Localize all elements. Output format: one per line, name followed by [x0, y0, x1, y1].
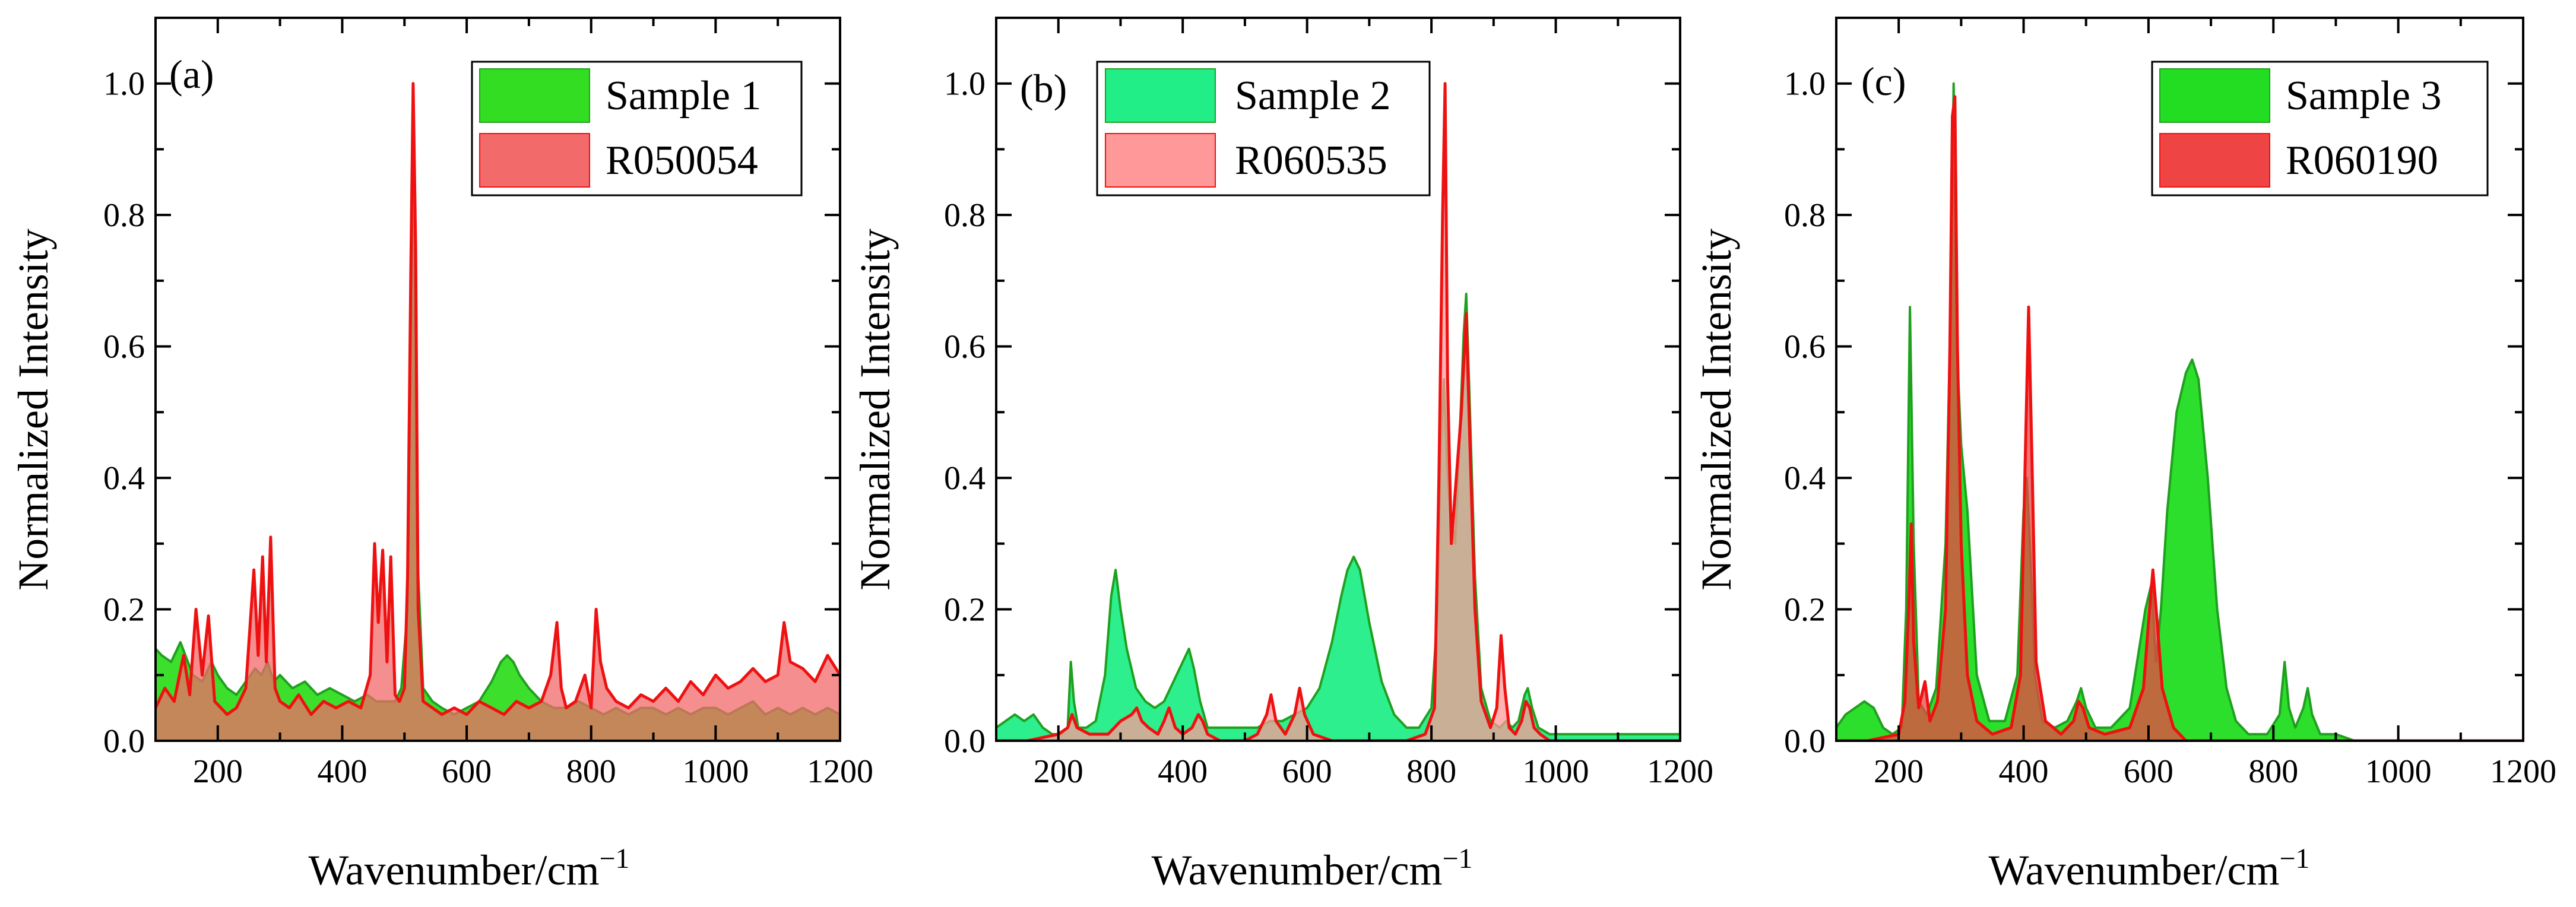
panel-b-y-tick-label: 0.6 — [944, 329, 986, 366]
panel-a-x-tick-label: 1000 — [682, 753, 749, 790]
panel-c-tag: (c) — [1861, 59, 1906, 104]
panel-a-tag: (a) — [169, 52, 214, 97]
panel-c-y-axis: 0.0 0.2 0.4 0.6 0.8 1.0 — [1784, 66, 2523, 760]
panel-c-y-tick-label: 1.0 — [1784, 66, 1826, 103]
panel-b-x-tick-label: 600 — [1282, 753, 1332, 790]
panel-b-x-tick-label: 400 — [1158, 753, 1208, 790]
panel-a-x-axis: 200 400 600 800 1000 1200 — [154, 18, 873, 790]
panel-b-x-tick-label: 1200 — [1647, 753, 1713, 790]
panel-b-legend-swatch-reference — [1105, 133, 1216, 188]
panel-a-y-tick-label: 0.6 — [103, 329, 145, 366]
panel-c-xlabel: Wavenumber/cm−1 — [1988, 843, 2309, 894]
panel-c-legend-swatch-reference — [2159, 133, 2270, 188]
panel-c-xlabel-text: Wavenumber/cm — [1988, 846, 2279, 894]
panel-c-x-tick-label: 400 — [1999, 753, 2049, 790]
panel-b-xlabel-sup: −1 — [1442, 843, 1472, 874]
panel-c-legend-label-reference: R060190 — [2286, 138, 2438, 183]
panel-a-ylabel: Normalized Intensity — [9, 229, 57, 591]
panel-b-x-tick-label: 800 — [1406, 753, 1456, 790]
panel-a-legend-label-reference: R050054 — [606, 138, 758, 183]
panel-c-series-group — [1836, 82, 2523, 741]
panel-a-y-tick-label: 0.0 — [103, 723, 145, 760]
panel-b-x-tick-label: 200 — [1034, 753, 1083, 790]
panel-b-sample-area — [996, 294, 1680, 741]
panel-b-xlabel-text: Wavenumber/cm — [1151, 846, 1442, 894]
panel-c-legend-label-sample: Sample 3 — [2286, 73, 2441, 119]
panel-b-plot-area: 200 400 600 800 1000 1200 0.0 0.2 0.4 0.6 0.8 1.0 — [944, 17, 1713, 790]
panel-a-y-tick-label: 1.0 — [103, 66, 145, 103]
panel-a-x-tick-label: 800 — [566, 753, 616, 790]
panel-a-x-tick-label: 200 — [193, 753, 243, 790]
panel-c-legend: Sample 3 R060190 — [2151, 61, 2489, 196]
panel-c-sample-area — [1836, 83, 2523, 741]
panel-c-y-tick-label: 0.2 — [1784, 592, 1826, 629]
panel-b-y-axis: 0.0 0.2 0.4 0.6 0.8 1.0 — [944, 66, 1680, 760]
panel-c-ylabel: Normalized Intensity — [1693, 229, 1740, 591]
panel-c-y-tick-label: 0.0 — [1784, 723, 1826, 760]
panel-b-y-tick-label: 0.8 — [944, 197, 986, 234]
panel-b-y-tick-label: 1.0 — [944, 66, 986, 103]
panel-b-y-tick-label: 0.2 — [944, 592, 986, 629]
panel-a-y-tick-label: 0.8 — [103, 197, 145, 234]
panel-c-frame — [1835, 17, 2524, 742]
panel-a-series-group — [156, 82, 840, 741]
panel-b-y-tick-label: 0.4 — [944, 460, 986, 497]
panel-a-y-tick-label: 0.4 — [103, 460, 145, 497]
panel-b-legend-label-sample: Sample 2 — [1235, 73, 1390, 119]
panel-a-xlabel-text: Wavenumber/cm — [308, 846, 599, 894]
panel-a-y-axis: 0.0 0.2 0.4 0.6 0.8 1.0 — [103, 66, 840, 760]
panel-a-plot-area: 200 400 600 800 1000 1200 0.0 0.2 0.4 0.6 0.8 1.0 — [103, 17, 873, 790]
panel-b-x-tick-label: 1000 — [1523, 753, 1589, 790]
panel-c-reference-line — [1836, 95, 2523, 741]
panel-c: 200 400 600 800 1000 1200 0.0 0.2 0.4 0.6 0.8 1.0 N… — [1693, 17, 2556, 894]
panel-c-y-tick-label: 0.6 — [1784, 329, 1826, 366]
panel-b-legend: Sample 2 R060535 — [1096, 61, 1431, 196]
panel-b: 200 400 600 800 1000 1200 0.0 0.2 0.4 0.6 0.8 1.0 N… — [851, 17, 1713, 894]
panel-a-xlabel-sup: −1 — [599, 843, 629, 874]
panel-c-xlabel-sup: −1 — [2279, 843, 2309, 874]
panel-b-tag: (b) — [1020, 66, 1067, 111]
panel-c-x-tick-label: 600 — [2124, 753, 2173, 790]
panel-a-x-tick-label: 600 — [442, 753, 492, 790]
panel-c-legend-swatch-sample — [2159, 68, 2270, 123]
panel-b-series-group — [996, 82, 1680, 741]
panel-b-xlabel: Wavenumber/cm−1 — [1151, 843, 1472, 894]
panel-a-legend: Sample 1 R050054 — [471, 61, 803, 196]
panel-a-legend-swatch-sample — [479, 68, 590, 123]
panel-b-reference-line — [996, 82, 1680, 741]
panel-c-x-tick-label: 200 — [1874, 753, 1924, 790]
panel-c-x-axis: 200 400 600 800 1000 1200 — [1835, 18, 2556, 790]
panel-a-legend-swatch-reference — [479, 133, 590, 188]
panel-a-xlabel: Wavenumber/cm−1 — [308, 843, 629, 894]
panel-a-reference-line — [156, 82, 840, 716]
panel-c-x-tick-label: 1200 — [2490, 753, 2556, 790]
panel-b-sample-line — [996, 293, 1680, 735]
panel-b-legend-swatch-sample — [1105, 68, 1216, 123]
panel-a-x-tick-label: 1200 — [807, 753, 873, 790]
panel-b-frame — [995, 17, 1681, 742]
panel-a-frame — [154, 17, 841, 742]
panel-a-y-tick-label: 0.2 — [103, 592, 145, 629]
panel-b-y-tick-label: 0.0 — [944, 723, 986, 760]
panel-b-legend-label-reference: R060535 — [1235, 138, 1387, 183]
panel-a: 200 400 600 800 1000 1200 0.0 0.2 0.4 0.6 0.8 1.0 N… — [9, 17, 873, 894]
panel-a-legend-label-sample: Sample 1 — [606, 73, 761, 119]
panel-c-y-tick-label: 0.4 — [1784, 460, 1826, 497]
panel-b-x-axis: 200 400 600 800 1000 1200 — [995, 18, 1713, 790]
panel-c-x-tick-label: 800 — [2248, 753, 2298, 790]
panel-a-x-tick-label: 400 — [317, 753, 367, 790]
panel-c-y-tick-label: 0.8 — [1784, 197, 1826, 234]
panel-b-ylabel: Normalized Intensity — [851, 229, 899, 591]
panel-c-plot-area: 200 400 600 800 1000 1200 0.0 0.2 0.4 0.6 0.8 1.0 — [1784, 17, 2556, 790]
panel-c-x-tick-label: 1000 — [2365, 753, 2432, 790]
